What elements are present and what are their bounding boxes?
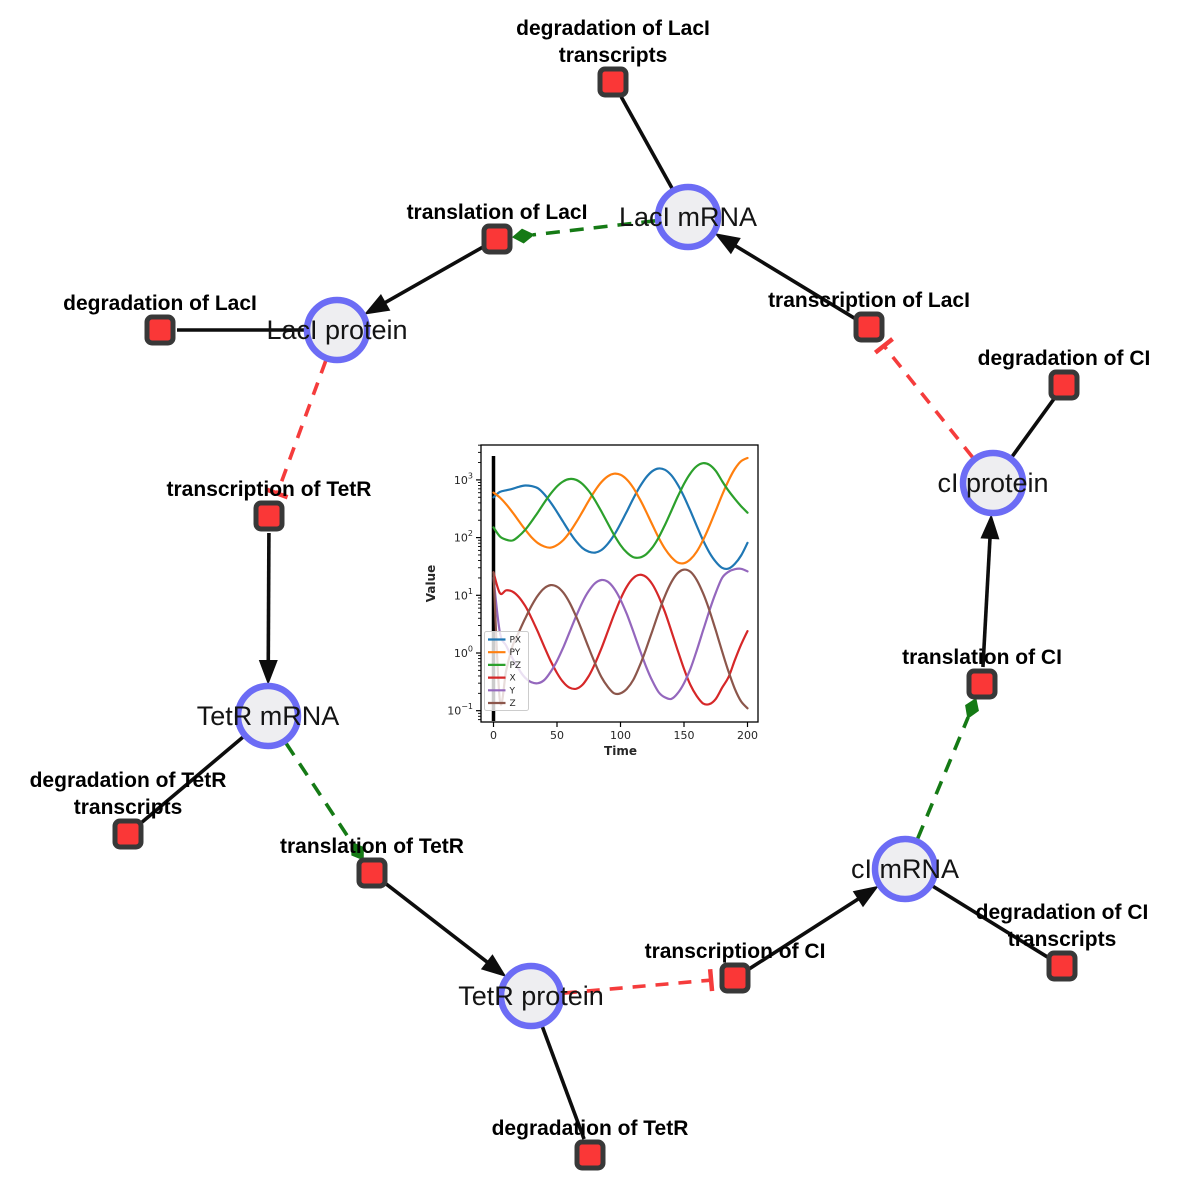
reaction-label-deg_laci: degradation of LacI: [63, 292, 257, 315]
x-tick-label: 0: [490, 729, 497, 742]
edge-product-transc_tetr-tetr_mrna: [258, 532, 278, 686]
species-label-ci_mrna: cI mRNA: [851, 854, 959, 884]
x-tick-label: 100: [610, 729, 631, 742]
reaction-label-transc_tetr: transcription of TetR: [167, 478, 372, 501]
reaction-node-transc_ci[interactable]: [719, 962, 751, 994]
reaction-label-transl_laci: translation of LacI: [407, 201, 588, 224]
species-label-laci_mrna: LacI mRNA: [619, 202, 757, 232]
reaction-node-deg_tetr_tr[interactable]: [112, 818, 144, 850]
arrowhead-icon: [258, 659, 278, 686]
edge-reactant-ci_mrna-deg_ci_tr: [932, 884, 1049, 959]
x-axis-label: Time: [604, 744, 637, 758]
species-node-tetr_mrna[interactable]: [234, 682, 302, 750]
series-line-PZ: [492, 462, 749, 559]
reaction-node-transc_tetr[interactable]: [253, 500, 285, 532]
reaction-label-deg_laci_tr: degradation of LacI transcripts: [516, 17, 710, 67]
series-line-PY: [492, 456, 749, 565]
edge-product-transc_laci-laci_mrna: [714, 233, 856, 320]
edge-inhibitor-laci_protein-transc_tetr: [266, 360, 328, 500]
edge-reactant-tetr_protein-deg_tetr: [540, 1026, 586, 1140]
legend-label-PX: PX: [510, 636, 522, 646]
legend-label-Y: Y: [509, 686, 516, 696]
arrowhead-icon: [480, 954, 507, 978]
labels-layer: degradation of LacI transcripts translatio…: [30, 17, 1151, 1140]
tee-bar-icon: [707, 968, 715, 992]
reaction-label-deg_tetr_tr: degradation of TetR transcripts: [30, 769, 227, 819]
inset-chart: 0 50 100 150 200Time10−1100101102103ValuePXP…: [423, 435, 780, 772]
species-label-tetr_protein: TetR protein: [458, 981, 604, 1011]
reaction-label-transc_ci: transcription of CI: [645, 940, 826, 963]
nodes-layer: [112, 66, 1080, 1171]
edge-inhibitor-ci_protein-transc_laci: [873, 337, 974, 459]
edges-layer: [139, 95, 1056, 1140]
chart-legend: PX PY PZ XYZ: [484, 631, 529, 711]
reaction-label-transl_tetr: translation of TetR: [280, 835, 464, 858]
reaction-node-transl_tetr[interactable]: [356, 857, 388, 889]
reaction-label-transl_ci: translation of CI: [902, 646, 1062, 669]
legend-label-PY: PY: [510, 648, 521, 658]
x-tick-label: 150: [674, 729, 695, 742]
species-node-ci_mrna[interactable]: [871, 835, 939, 903]
reaction-node-transl_ci[interactable]: [966, 668, 998, 700]
legend-label-Z: Z: [510, 699, 516, 709]
reaction-label-deg_ci: degradation of CI: [978, 347, 1151, 370]
species-node-laci_protein[interactable]: [303, 296, 371, 364]
edge-reactant-laci_mrna-deg_laci_tr: [619, 95, 674, 190]
reaction-node-deg_ci_tr[interactable]: [1046, 950, 1078, 982]
edge-modifier-tetr_mrna-transl_tetr: [284, 742, 364, 861]
legend-label-X: X: [510, 674, 516, 684]
arrowhead-icon: [852, 885, 879, 908]
edge-product-transl_ci-ci_protein: [980, 513, 1000, 668]
edge-reactant-tetr_mrna-deg_tetr_tr: [139, 735, 244, 825]
diamond-arrowhead-icon: [965, 697, 979, 720]
arrowhead-icon: [980, 513, 1000, 540]
tee-bar-icon: [873, 337, 894, 355]
x-tick-label: 50: [550, 729, 564, 742]
reaction-node-deg_tetr[interactable]: [574, 1139, 606, 1171]
legend-label-PZ: PZ: [510, 661, 522, 671]
reaction-label-deg_tetr: degradation of TetR: [492, 1117, 689, 1140]
species-node-ci_protein[interactable]: [959, 449, 1027, 517]
species-label-laci_protein: LacI protein: [266, 315, 407, 345]
edge-inhibitor-tetr_protein-transc_ci: [563, 968, 715, 995]
reaction-node-deg_laci[interactable]: [144, 314, 176, 346]
reaction-node-deg_ci[interactable]: [1048, 369, 1080, 401]
tee-bar-icon: [266, 487, 289, 500]
edge-product-transl_tetr-tetr_protein: [384, 881, 507, 978]
reaction-node-transl_laci[interactable]: [481, 223, 513, 255]
chart-frame: [480, 444, 759, 723]
edge-modifier-laci_mrna-transl_laci: [511, 218, 656, 244]
x-tick-label: 200: [737, 729, 758, 742]
series-line-Y: [492, 567, 749, 701]
reaction-node-transc_laci[interactable]: [853, 311, 885, 343]
species-label-ci_protein: cI protein: [937, 468, 1048, 498]
chart-background: [423, 435, 780, 772]
diamond-arrowhead-icon: [351, 841, 364, 861]
species-node-tetr_protein[interactable]: [497, 962, 565, 1030]
y-axis-label: Value: [424, 565, 438, 603]
species-label-tetr_mrna: TetR mRNA: [197, 701, 340, 731]
series-line-PX: [492, 467, 749, 571]
species-node-laci_mrna[interactable]: [654, 183, 722, 251]
reaction-node-deg_laci_tr[interactable]: [597, 66, 629, 98]
reaction-label-transc_laci: transcription of LacI: [768, 289, 970, 312]
arrowhead-icon: [714, 233, 741, 255]
arrowhead-icon: [363, 294, 391, 315]
edge-product-transc_ci-ci_mrna: [748, 885, 879, 971]
diamond-arrowhead-icon: [511, 228, 535, 244]
reaction-label-deg_ci_tr: degradation of CI transcripts: [976, 901, 1149, 951]
edge-modifier-ci_mrna-transl_ci: [916, 697, 979, 840]
edge-product-transl_laci-laci_protein: [363, 245, 484, 315]
edge-reactant-ci_protein-deg_ci: [1010, 397, 1056, 458]
series-line-Z: [492, 568, 749, 710]
